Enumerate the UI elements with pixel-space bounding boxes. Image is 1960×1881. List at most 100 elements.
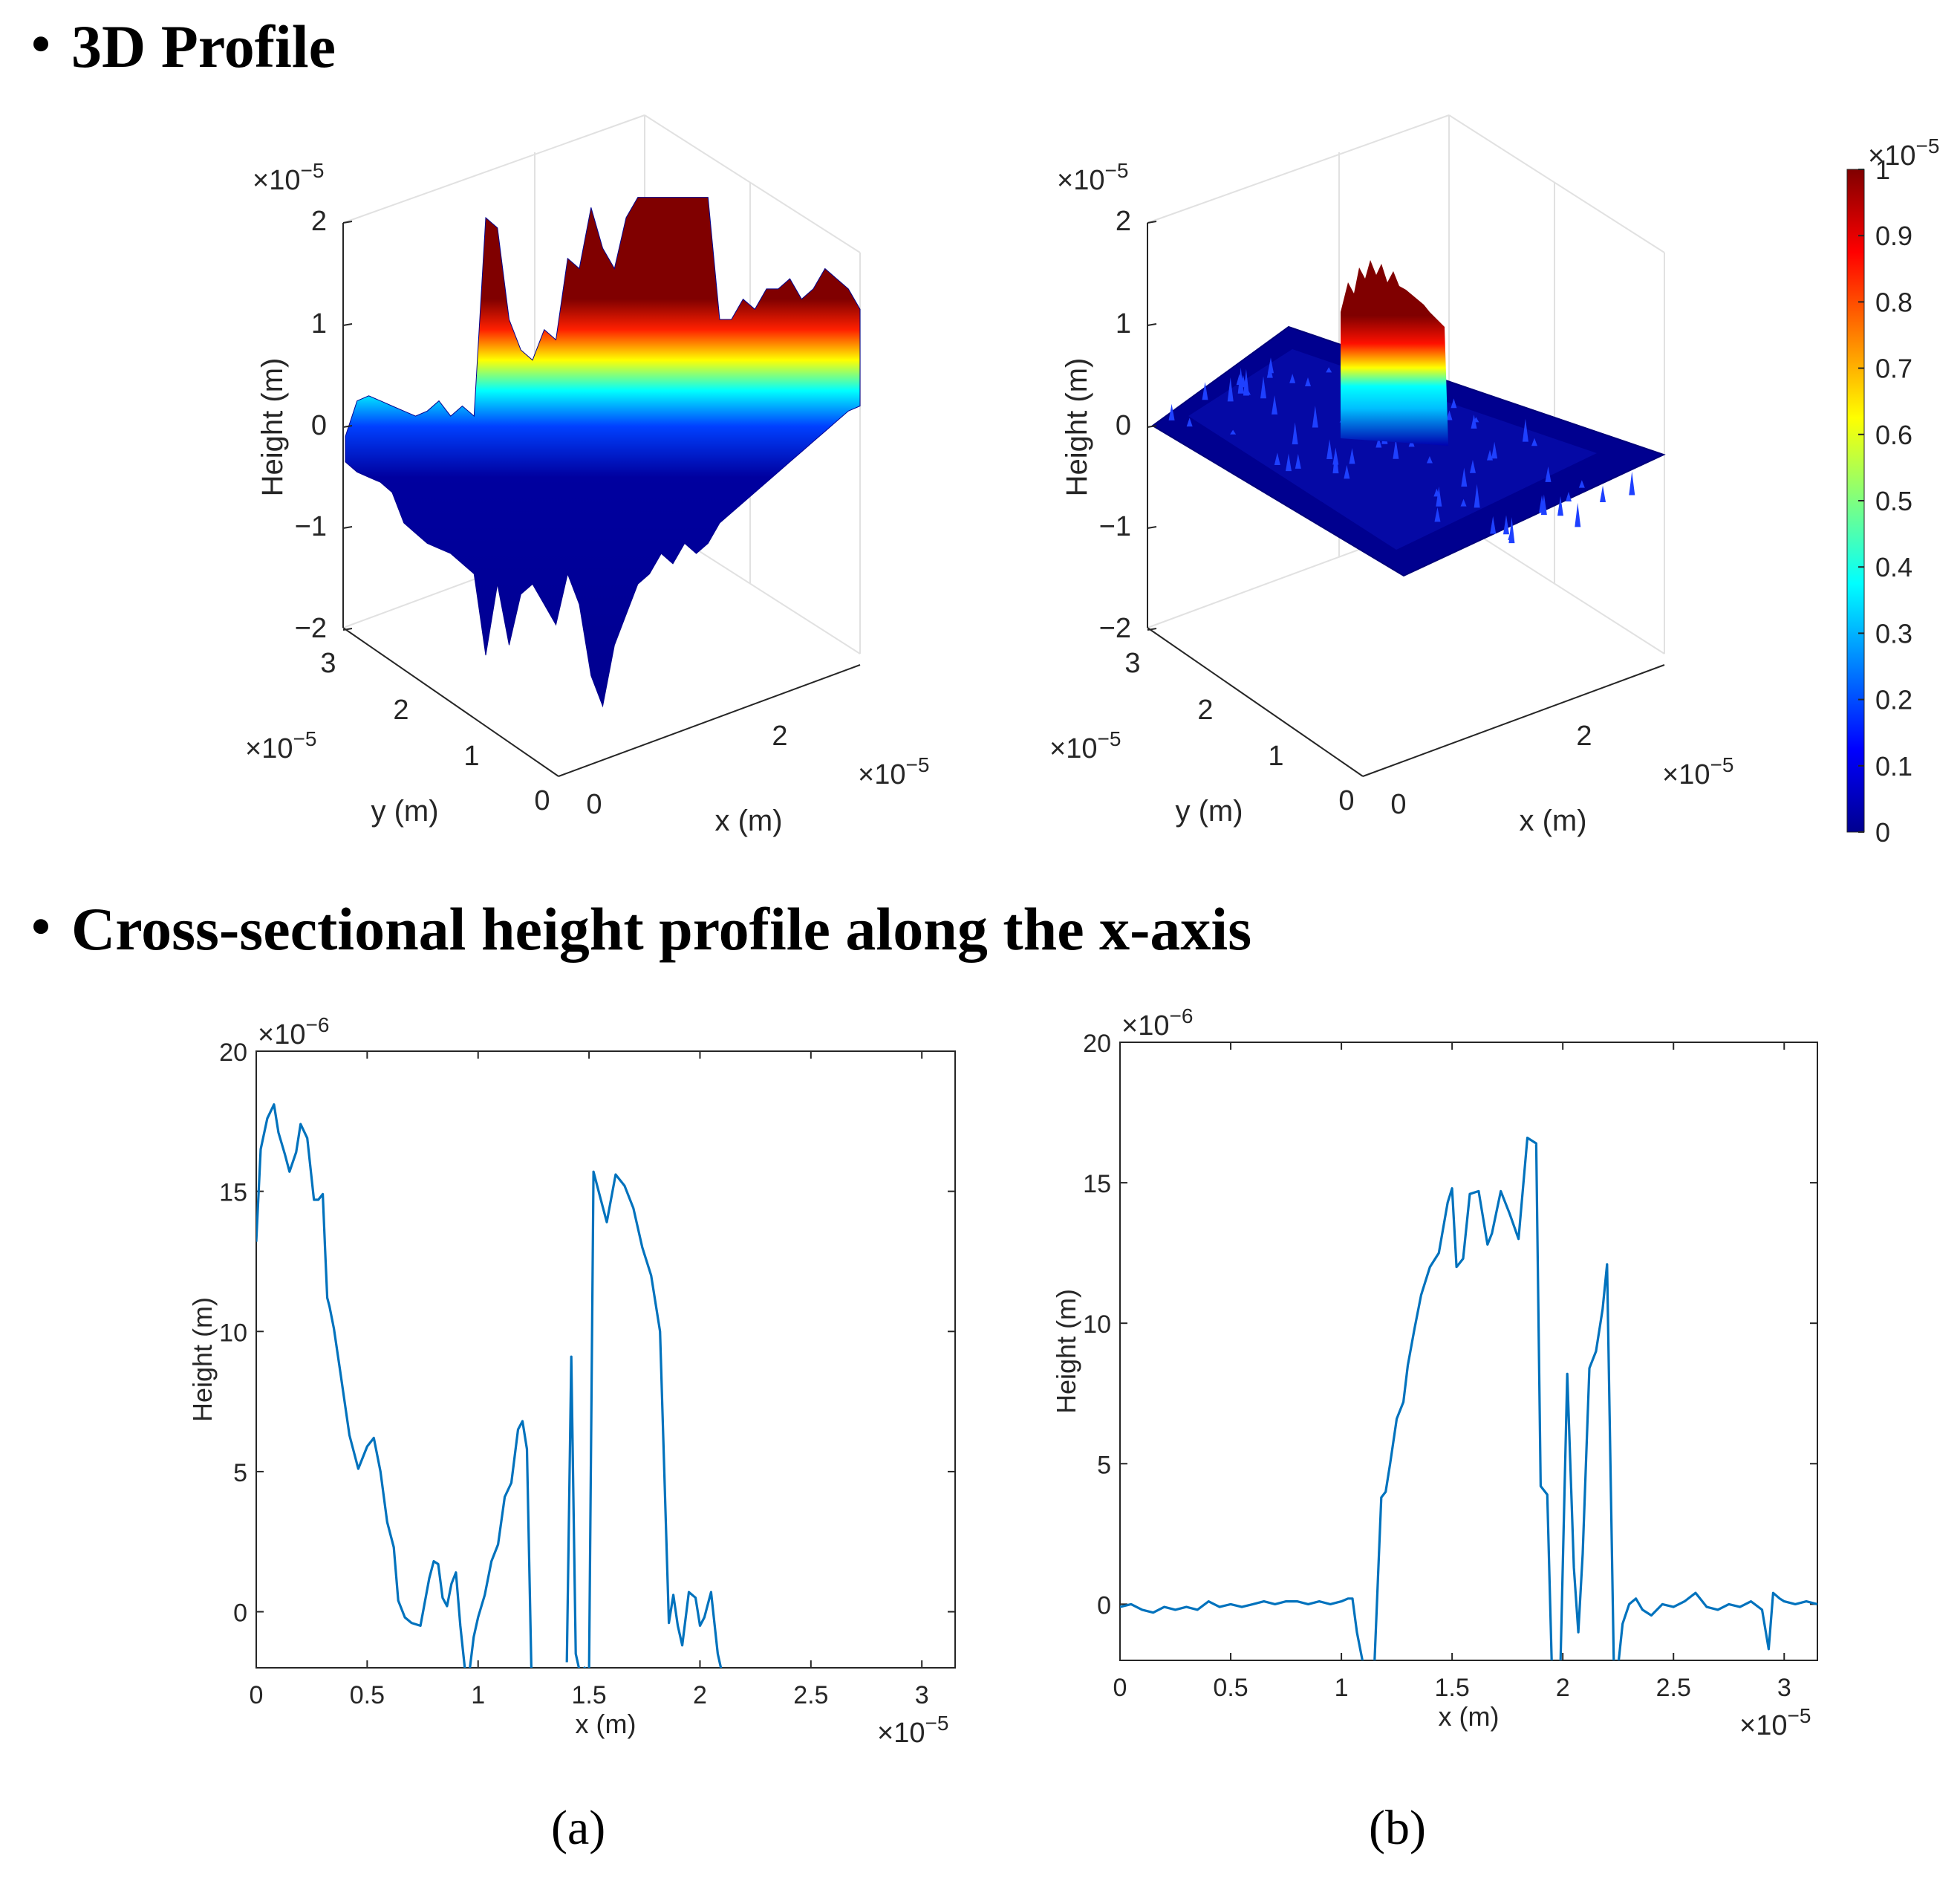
surface-b-spike [1490,516,1497,534]
section-title-cross-text: Cross-sectional height profile along the… [71,895,1252,963]
y-tick-label: 15 [219,1179,247,1207]
y-tick-label: 3 [320,648,336,679]
y-exponent: ×10−6 [258,1013,329,1050]
colorbar-tick-label: 0.5 [1875,486,1912,516]
bullet-glyph: ・ [10,895,72,963]
z-tick-mark [1147,628,1157,631]
x-tick-label: 1 [471,1681,485,1709]
z-tick-label: −2 [1099,613,1131,644]
z-tick-mark [342,323,353,326]
surface-plot-b: 2 1 0 −1 −2 ×10−5 Height (m) 3 2 1 0 ×10−5 y (m) 0 2 ×1… [1049,114,1733,837]
surface-b-spike [1473,417,1479,423]
surface-a-axes [342,223,861,777]
y-tick-label: 10 [219,1319,247,1347]
y-axis-label: Height (m) [187,1297,218,1422]
x-axis-label: x (m) [576,1709,636,1739]
z-axis-label: Height (m) [256,358,289,497]
y-tick-label: 0 [1097,1591,1111,1620]
surface-b-spike [1531,438,1537,446]
z-tick-mark [1147,221,1157,224]
section-title-cross-section: ・Cross-sectional height profile along th… [10,899,1251,960]
series-line [1120,1137,1817,1660]
x-exponent: ×10−5 [877,1712,948,1749]
surface-b-spike [1557,496,1564,516]
y-axis-label: y (m) [371,795,438,828]
z-exponent: ×10−5 [1057,159,1128,196]
surface-b-peak [1341,260,1448,446]
colorbar-tick-label: 0 [1875,817,1890,848]
bullet-glyph: ・ [10,13,72,80]
surface-b-spike [1575,502,1581,527]
y-tick-label: 5 [233,1459,247,1487]
colorbar-tick-label: 0.2 [1875,685,1912,715]
surface-a-mesh [345,197,861,708]
y-tick-label: 5 [1097,1451,1111,1479]
surface-b-spike [1326,439,1333,460]
x-tick-label: 1.5 [571,1681,606,1709]
surface-b-spike [1285,453,1292,472]
plot-frame [255,1050,956,1669]
x-tick-label: 0 [250,1681,264,1709]
x-exponent: ×10−5 [858,753,929,790]
colorbar-tick-label: 0.9 [1875,221,1912,251]
surface-b-spike [1292,422,1298,445]
z-tick-mark [1147,425,1157,428]
y-axis-label: Height (m) [1051,1289,1081,1414]
colorbar: 1 0.9 0.8 0.7 0.6 0.5 0.4 0.3 0.2 0.1 0 ×10−5 [1846,134,1939,848]
line-chart-b: 0 0.5 1 1.5 2 2.5 3 20 15 10 5 0 ×10−6 ×10−5 x (m) Heig… [1051,1004,1818,1741]
y-tick-label: 0 [233,1599,247,1628]
surface-b-spike [1629,471,1635,496]
colorbar-exponent: ×10−5 [1868,134,1939,172]
z-tick-label: −1 [295,511,327,542]
series-line-2 [565,1170,723,1668]
colorbar-tick-label: 0.8 [1875,287,1912,317]
series-line [256,1103,533,1668]
surface-b-spike [1486,449,1493,461]
surface-b-spike [1460,498,1467,507]
y-tick-label: 2 [393,695,408,726]
surface-b-spike [1274,452,1280,466]
x-tick-label: 2 [693,1681,707,1709]
surface-b-spike [1508,530,1514,540]
surface-b-spike [1375,437,1382,448]
surface-b-spike [1393,438,1399,459]
x-tick-label: 0 [1390,789,1406,820]
y-tick-label: 20 [219,1039,247,1067]
x-tick-label: 3 [1777,1674,1791,1702]
colorbar-tick-label: 0.4 [1875,552,1912,582]
colorbar-tick-label: 0.6 [1875,420,1912,450]
x-axis-label: x (m) [1439,1701,1500,1732]
x-axis-label: x (m) [1519,805,1586,837]
z-tick-label: 0 [311,410,327,441]
z-tick-mark [342,221,353,224]
surface-b-spike [1446,410,1453,420]
y-exponent: ×10−5 [245,727,316,764]
section-title-3d-text: 3D Profile [71,13,336,80]
z-tick-label: 2 [1116,206,1131,237]
z-tick-label: 0 [1116,410,1131,441]
x-tick-label: 0 [1113,1674,1127,1702]
surface-b-spike [1266,364,1273,378]
y-tick-label: 10 [1083,1310,1111,1339]
x-tick-label: 2 [772,721,787,752]
surface-b-spike [1461,467,1468,487]
surface-b-spike [1344,464,1350,479]
surface-b-spike [1305,377,1312,386]
x-tick-label: 0 [586,789,602,820]
surface-b-spike [1565,492,1572,501]
x-tick-label: 3 [915,1681,929,1709]
y-exponent: ×10−5 [1049,727,1121,764]
y-tick-label: 1 [1268,741,1283,772]
z-tick-mark [1147,526,1157,529]
surface-b-spike [1202,382,1208,400]
surface-b-spike [1434,507,1441,522]
z-tick-label: −2 [295,613,327,644]
x-axis-label: x (m) [714,805,782,837]
surface-b-spike [1272,395,1278,415]
line-chart-a: 0 0.5 1 1.5 2 2.5 3 20 15 10 5 0 ×10−6 ×10−5 x (m) Heig… [187,1013,956,1749]
z-exponent: ×10−5 [253,159,324,196]
z-tick-mark [342,526,353,529]
y-tick-label: 1 [463,741,479,772]
x-tick-label: 0.5 [1213,1674,1248,1702]
surface-b-spike [1237,367,1244,394]
